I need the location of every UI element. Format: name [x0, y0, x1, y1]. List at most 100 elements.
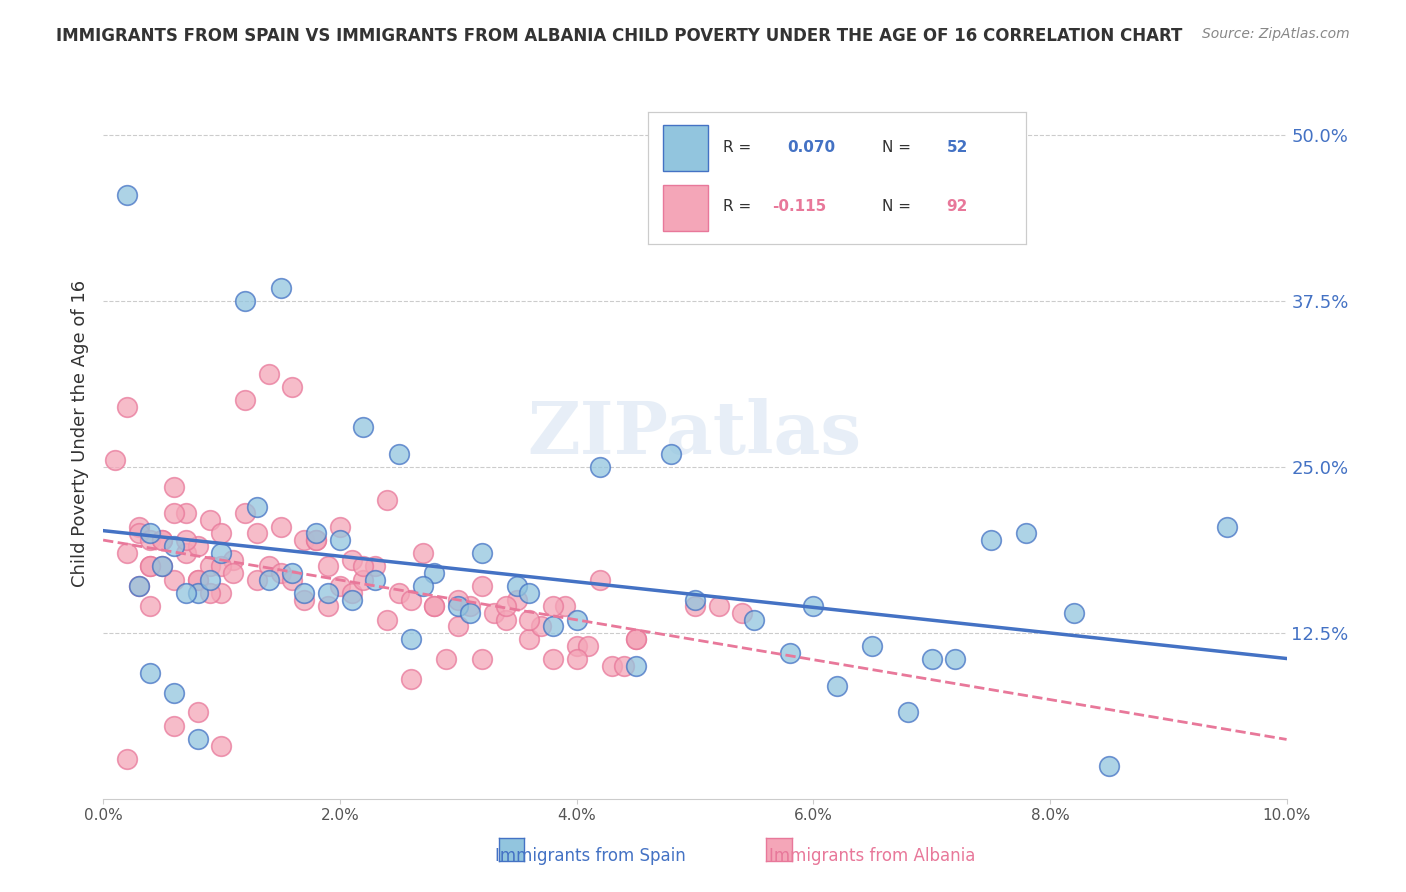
Point: [305, 533, 328, 547]
Point: [187, 586, 209, 600]
Point: [174, 586, 197, 600]
Point: [281, 380, 304, 394]
Point: [447, 592, 470, 607]
Text: IMMIGRANTS FROM SPAIN VS IMMIGRANTS FROM ALBANIA CHILD POVERTY UNDER THE AGE OF : IMMIGRANTS FROM SPAIN VS IMMIGRANTS FROM…: [56, 27, 1182, 45]
Point: [128, 579, 150, 593]
Point: [517, 632, 540, 647]
Point: [329, 533, 352, 547]
Point: [270, 519, 292, 533]
Point: [187, 573, 209, 587]
Point: [187, 731, 209, 746]
Point: [139, 559, 162, 574]
Point: [292, 533, 315, 547]
Text: Immigrants from Albania: Immigrants from Albania: [769, 847, 974, 865]
Point: [305, 533, 328, 547]
Point: [163, 506, 186, 520]
Point: [412, 546, 434, 560]
Point: [115, 400, 138, 414]
Point: [163, 573, 186, 587]
Point: [292, 586, 315, 600]
Point: [150, 533, 173, 547]
Point: [211, 739, 233, 753]
Point: [375, 613, 398, 627]
Point: [281, 573, 304, 587]
Point: [412, 579, 434, 593]
Point: [423, 599, 446, 614]
Point: [198, 586, 221, 600]
Point: [211, 546, 233, 560]
Point: [233, 506, 256, 520]
Point: [375, 493, 398, 508]
Point: [707, 599, 730, 614]
Point: [364, 573, 387, 587]
Point: [541, 599, 564, 614]
Point: [233, 393, 256, 408]
Point: [1015, 526, 1038, 541]
Text: Immigrants from Spain: Immigrants from Spain: [495, 847, 686, 865]
Point: [423, 599, 446, 614]
Point: [447, 599, 470, 614]
Point: [589, 573, 612, 587]
Point: [104, 453, 127, 467]
Point: [742, 613, 765, 627]
Point: [482, 606, 505, 620]
Point: [589, 459, 612, 474]
Point: [801, 599, 824, 614]
Point: [163, 685, 186, 699]
Point: [897, 706, 920, 720]
Point: [434, 652, 457, 666]
Point: [624, 632, 647, 647]
Point: [399, 632, 422, 647]
Point: [576, 639, 599, 653]
Point: [565, 613, 588, 627]
Point: [329, 519, 352, 533]
Point: [447, 619, 470, 633]
Point: [115, 187, 138, 202]
Point: [187, 540, 209, 554]
Point: [471, 546, 494, 560]
Point: [128, 526, 150, 541]
Point: [353, 420, 375, 434]
Point: [139, 599, 162, 614]
Point: [517, 586, 540, 600]
Point: [233, 293, 256, 308]
Point: [174, 546, 197, 560]
Point: [211, 526, 233, 541]
Point: [554, 599, 576, 614]
Point: [139, 559, 162, 574]
Point: [364, 559, 387, 574]
Point: [163, 540, 186, 554]
Point: [541, 652, 564, 666]
Point: [246, 526, 269, 541]
Point: [353, 559, 375, 574]
Point: [246, 500, 269, 514]
Point: [139, 665, 162, 680]
Point: [115, 752, 138, 766]
Point: [458, 599, 481, 614]
Point: [128, 519, 150, 533]
Point: [423, 566, 446, 580]
Point: [779, 646, 801, 660]
Point: [270, 566, 292, 580]
Point: [198, 559, 221, 574]
Point: [174, 506, 197, 520]
Point: [150, 559, 173, 574]
Point: [683, 592, 706, 607]
Point: [613, 659, 636, 673]
Point: [388, 586, 411, 600]
Point: [353, 573, 375, 587]
Point: [340, 586, 363, 600]
Point: [1098, 758, 1121, 772]
Point: [340, 553, 363, 567]
Point: [316, 586, 339, 600]
Point: [316, 599, 339, 614]
Point: [139, 533, 162, 547]
Point: [340, 592, 363, 607]
Point: [329, 579, 352, 593]
Point: [921, 652, 943, 666]
Point: [399, 673, 422, 687]
Point: [565, 652, 588, 666]
Point: [257, 367, 280, 381]
Point: [506, 592, 529, 607]
Point: [198, 573, 221, 587]
